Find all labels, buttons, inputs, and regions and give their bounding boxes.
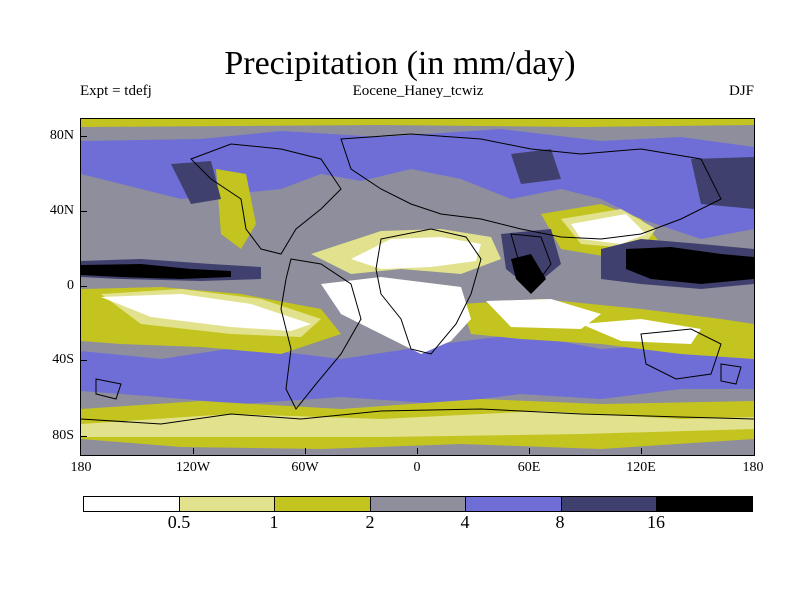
contour-black-itcz-east <box>626 247 754 284</box>
contour-darkblue-north2 <box>511 149 561 184</box>
coastlines <box>81 133 754 425</box>
y-tick <box>81 211 87 212</box>
colorbar-label: 16 <box>647 512 665 532</box>
contour-south-blue <box>81 334 754 404</box>
chart-title: Precipitation (in mm/day) <box>224 45 576 82</box>
colorbar-cell <box>561 497 658 511</box>
x-tick <box>641 448 642 454</box>
colorbar-cell <box>370 497 467 511</box>
contour-darkblue-pacific-north <box>691 157 754 209</box>
experiment-label: Expt = tdefj <box>80 83 152 99</box>
contour-white-asia <box>571 214 646 244</box>
colorbar-label: 0.5 <box>167 512 191 532</box>
x-tick-label-120w: 120W <box>175 460 211 475</box>
colorbar-label: 8 <box>555 512 565 532</box>
x-tick-label-60e: 60E <box>517 460 541 475</box>
colorbar-cell <box>275 497 371 511</box>
y-tick <box>81 360 87 361</box>
x-tick <box>305 448 306 454</box>
contour-white-sahara <box>351 237 481 269</box>
precipitation-map <box>80 118 755 456</box>
y-tick <box>81 436 87 437</box>
contour-darkblue-north <box>171 161 221 204</box>
run-name-label: Eocene_Haney_tcwiz <box>352 83 484 99</box>
x-tick-label-120e: 120E <box>626 460 656 475</box>
colorbar <box>83 496 753 512</box>
y-tick-label-80n: 80N <box>49 128 74 143</box>
y-tick-label-0: 0 <box>67 278 74 293</box>
x-tick-label-180w: 180 <box>70 460 92 475</box>
x-tick <box>193 448 194 454</box>
season-label: DJF <box>728 83 754 99</box>
colorbar-cell <box>84 497 180 511</box>
colorbar-cell <box>179 497 276 511</box>
contour-white-indian <box>486 299 601 329</box>
x-tick <box>529 448 530 454</box>
colorbar-label: 4 <box>460 512 470 532</box>
contour-yellow-north <box>81 119 754 127</box>
x-tick <box>417 448 418 454</box>
contour-lightyellow-south <box>81 411 754 437</box>
map-plot <box>81 119 754 455</box>
y-tick-label-80s: 80S <box>52 428 74 443</box>
colorbar-cell <box>657 497 753 511</box>
y-tick <box>81 136 87 137</box>
colorbar-label: 1 <box>269 512 279 532</box>
contour-white-australia <box>581 319 701 344</box>
x-tick-label-180e: 180 <box>742 460 764 475</box>
contour-white-pacific <box>101 294 311 331</box>
colorbar-cell <box>466 497 562 511</box>
y-tick-label-40s: 40S <box>52 352 74 367</box>
x-tick-label-60w: 60W <box>291 460 319 475</box>
contour-north-blue <box>81 129 754 239</box>
contour-black-itcz-west <box>81 264 231 279</box>
contour-white-atlantic <box>321 277 471 354</box>
colorbar-label: 2 <box>365 512 375 532</box>
y-tick <box>81 286 87 287</box>
x-tick-label-0: 0 <box>413 460 421 475</box>
y-tick-label-40n: 40N <box>49 203 74 218</box>
